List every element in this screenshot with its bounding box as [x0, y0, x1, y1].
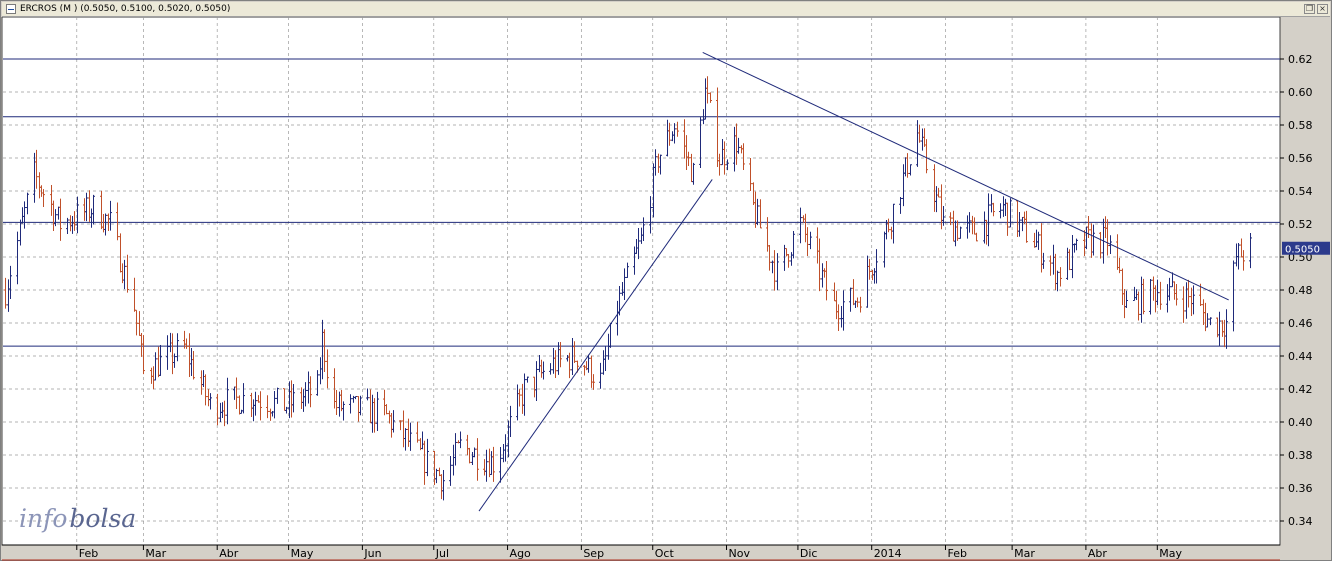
x-tick-label: Feb	[947, 547, 966, 560]
y-tick-label: 0.44	[1288, 350, 1313, 363]
y-tick-label: 0.56	[1288, 152, 1313, 165]
y-tick-label: 0.42	[1288, 383, 1313, 396]
x-tick-label: Feb	[79, 547, 98, 560]
y-tick-label: 0.48	[1288, 284, 1313, 297]
last-price-label: 0.5050	[1285, 244, 1320, 255]
y-tick-label: 0.60	[1288, 86, 1313, 99]
x-tick-label: Dic	[800, 547, 818, 560]
y-tick-label: 0.34	[1288, 515, 1313, 528]
x-tick-label: Abr	[1088, 547, 1108, 560]
x-axis: Feb Mar Abr May Jun Jul Ago Sep Oct Nov Dic 2014 Feb…	[2, 544, 1280, 561]
y-tick-label: 0.52	[1288, 218, 1313, 231]
x-tick-label: Oct	[655, 547, 675, 560]
last-price-tag: 0.5050	[1282, 241, 1330, 255]
y-tick-label: 0.36	[1288, 482, 1313, 495]
x-tick-label: Mar	[145, 547, 166, 560]
trendlines	[478, 51, 1229, 512]
x-tick-label: Jul	[435, 547, 449, 560]
restore-icon[interactable]: ❐	[1304, 4, 1315, 14]
y-tick-label: 0.46	[1288, 317, 1313, 330]
x-tick-label: Sep	[583, 547, 604, 560]
x-tick-label: Mar	[1014, 547, 1035, 560]
chart-window-icon	[6, 4, 16, 14]
x-tick-label: May	[1159, 547, 1182, 560]
x-tick-label: Nov	[729, 547, 751, 560]
close-icon[interactable]: ×	[1317, 4, 1328, 14]
price-bars	[4, 76, 1252, 501]
infobolsa-logo: infobolsa	[19, 504, 136, 533]
x-tick-label: Abr	[219, 547, 239, 560]
y-tick-label: 0.38	[1288, 449, 1313, 462]
last-price-tag-background	[1282, 241, 1330, 255]
window-title: ERCROS (M ) (0.5050, 0.5100, 0.5020, 0.5…	[20, 4, 231, 14]
title-bar: ERCROS (M ) (0.5050, 0.5100, 0.5020, 0.5…	[2, 2, 1330, 17]
logo-part-info: info	[19, 504, 67, 533]
logo-part-bolsa: bolsa	[69, 504, 136, 533]
trendline	[478, 179, 713, 512]
y-tick-label: 0.40	[1288, 416, 1313, 429]
trendline	[702, 51, 1229, 301]
price-chart[interactable]: 0.340.360.380.400.420.440.460.480.500.52…	[1, 17, 1331, 561]
y-tick-label: 0.54	[1288, 185, 1313, 198]
x-tick-label: Ago	[510, 547, 532, 560]
x-tick-label: 2014	[874, 547, 902, 560]
y-tick-label: 0.58	[1288, 119, 1313, 132]
y-tick-label: 0.62	[1288, 53, 1313, 66]
horizontal-lines	[3, 58, 1280, 347]
x-tick-label: May	[291, 547, 314, 560]
y-axis: 0.340.360.380.400.420.440.460.480.500.52…	[1280, 53, 1313, 528]
x-tick-label: Jun	[363, 547, 381, 560]
